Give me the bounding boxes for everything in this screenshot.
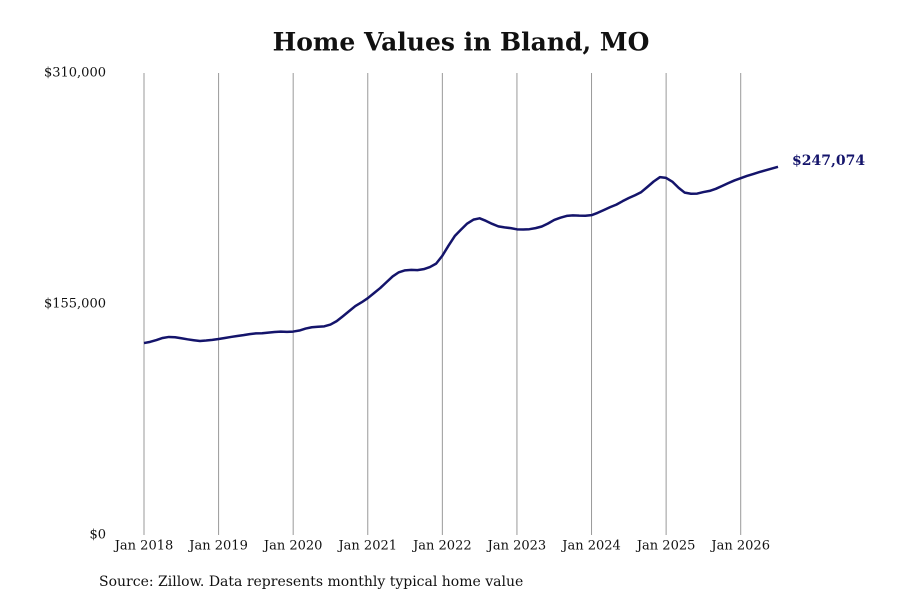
value-label: $247,074 [792,153,865,169]
source-note: Source: Zillow. Data represents monthly … [99,574,523,590]
x-tick-label: Jan 2023 [486,539,547,554]
chart-title: Home Values in Bland, MO [273,28,650,57]
x-tick-label: Jan 2024 [560,539,621,554]
x-tick-label: Jan 2026 [709,539,770,554]
y-tick-label: $0 [89,528,106,543]
x-tick-label: Jan 2020 [262,539,323,554]
line-series [143,165,779,345]
y-tick-label: $155,000 [44,297,106,312]
y-tick-label: $310,000 [44,66,106,81]
x-tick-label: Jan 2022 [411,539,472,554]
x-tick-label: Jan 2018 [113,539,174,554]
x-tick-label: Jan 2019 [187,539,248,554]
x-tick-label: Jan 2021 [336,539,397,554]
x-tick-label: Jan 2025 [635,539,696,554]
